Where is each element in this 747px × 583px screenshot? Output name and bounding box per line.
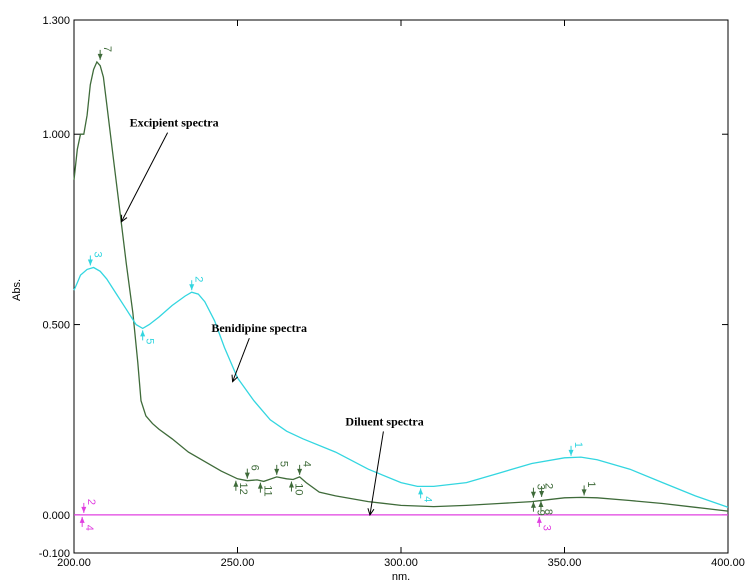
- peak-marker-arrow: [539, 490, 545, 497]
- annotation-arrow: [232, 338, 250, 382]
- peak-marker-arrow: [581, 489, 587, 496]
- x-tick-label: 350.00: [548, 557, 582, 569]
- peak-marker-arrow: [536, 516, 542, 523]
- peak-marker-arrow: [530, 501, 536, 508]
- peak-label: 5: [278, 461, 290, 467]
- y-tick-label: 1.000: [42, 129, 70, 141]
- peak-label: 4: [422, 496, 434, 502]
- peak-label: 2: [543, 483, 555, 489]
- peak-marker-arrow: [97, 53, 103, 60]
- y-tick-label: 1.300: [42, 15, 70, 27]
- peak-marker-arrow: [244, 472, 250, 479]
- peak-label: 10: [292, 483, 304, 495]
- y-axis-label: Abs.: [11, 279, 23, 301]
- peak-label: 7: [101, 46, 113, 52]
- peak-marker-arrow: [274, 468, 280, 475]
- peak-label: 4: [301, 461, 313, 467]
- peak-label: 2: [193, 276, 205, 282]
- peak-marker-arrow: [140, 330, 146, 337]
- peak-marker-arrow: [81, 506, 87, 513]
- plot-frame: [73, 19, 729, 554]
- peak-label: 12: [237, 483, 249, 495]
- y-tick-label: 0.500: [42, 320, 70, 332]
- peak-marker-arrow: [297, 468, 303, 475]
- peak-marker-arrow: [568, 449, 574, 456]
- peak-label: 3: [540, 525, 552, 531]
- annotation-label: Excipient spectra: [130, 116, 219, 130]
- peak-label: 11: [261, 485, 273, 496]
- peak-marker-arrow: [189, 284, 195, 291]
- peak-label: 4: [83, 525, 95, 531]
- peak-label: 3: [91, 251, 103, 257]
- x-tick-label: 300.00: [384, 557, 418, 569]
- y-tick-label: 0.000: [42, 510, 70, 522]
- peak-marker-arrow: [79, 516, 85, 523]
- annotation-arrowhead: [367, 508, 375, 517]
- peak-marker-arrow: [257, 482, 263, 489]
- x-tick-label: 400.00: [711, 557, 745, 569]
- peak-marker-arrow: [288, 481, 294, 488]
- peak-marker-arrow: [418, 488, 424, 495]
- annotation-label: Benidipine spectra: [211, 321, 307, 335]
- peak-label: 1: [585, 481, 597, 487]
- peak-label: 9: [534, 510, 546, 516]
- x-tick-label: 200.00: [57, 557, 91, 569]
- peak-marker-arrow: [87, 259, 93, 266]
- series-line-2: [73, 266, 729, 508]
- annotation-label: Diluent spectra: [345, 414, 423, 428]
- peak-marker-arrow: [530, 491, 536, 498]
- annotation-arrow: [120, 132, 169, 223]
- peak-label: 6: [248, 465, 260, 471]
- peak-label: 3: [534, 484, 546, 490]
- peak-label: 5: [144, 338, 156, 344]
- peak-label: 8: [542, 509, 554, 515]
- x-tick-label: 250.00: [221, 557, 255, 569]
- annotation-arrow: [369, 431, 384, 516]
- y-tick-label: -0.100: [39, 548, 70, 560]
- series-line-1: [73, 60, 729, 512]
- x-axis-label: nm.: [392, 571, 410, 583]
- peak-marker-arrow: [538, 500, 544, 507]
- annotation-arrowhead: [120, 214, 128, 223]
- annotation-arrowhead: [231, 374, 239, 383]
- peak-marker-arrow: [233, 480, 239, 487]
- peak-label: 2: [85, 499, 97, 505]
- peak-label: 1: [572, 442, 584, 448]
